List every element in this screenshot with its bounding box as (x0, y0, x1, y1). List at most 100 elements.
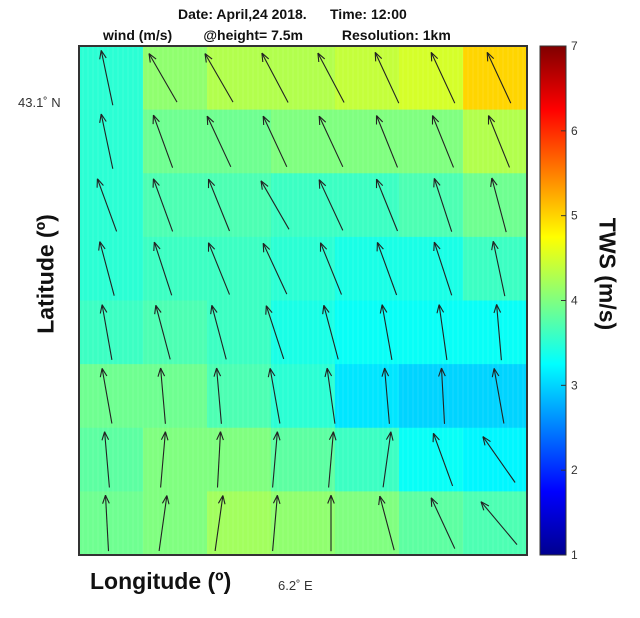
time-text: Time: 12:00 (330, 6, 407, 22)
colorbar-label: TWS (m/s) (594, 217, 621, 331)
heatmap-cell (335, 173, 400, 238)
heatmap-cell (335, 300, 400, 365)
map-frame (78, 45, 528, 556)
heatmap-cell (463, 236, 528, 302)
latitude-tick-label: 43.1˚ N (18, 95, 61, 110)
fine-grid-lines (82, 46, 524, 555)
heatmap-cell (143, 364, 208, 429)
wind-arrow (99, 50, 114, 106)
wind-arrow (379, 304, 393, 360)
wind-arrow (381, 367, 390, 424)
heatmap-cell (271, 46, 336, 111)
heatmap-cell (463, 173, 528, 238)
wind-arrow (99, 368, 113, 424)
wind-arrow (490, 177, 507, 233)
heatmap-cell (463, 427, 528, 492)
heatmap-cell (207, 491, 272, 556)
x-axis-label: Longitude (º) (90, 568, 232, 594)
heatmap-cell (79, 173, 144, 238)
wind-arrow (214, 495, 226, 551)
wind-arrow (262, 115, 288, 168)
heatmap-cell (399, 109, 464, 174)
colorbar-tick-label: 7 (571, 39, 578, 53)
wind-arrow (375, 115, 399, 168)
heatmap-cell (79, 427, 144, 492)
colorbar-tick-label: 5 (571, 209, 578, 223)
wind-arrow (493, 304, 502, 361)
wind-arrow (318, 115, 344, 168)
wind-arrow (480, 501, 518, 545)
wind-arrow (432, 432, 454, 487)
wind-arrow (438, 367, 446, 424)
heatmap-cell (335, 364, 400, 429)
wind-arrow (431, 115, 455, 168)
wind-arrow (487, 115, 511, 168)
wind-arrow (324, 367, 336, 424)
wind-arrow (204, 53, 234, 103)
colorbar-ticks: 1 2 3 4 5 6 7 (561, 39, 578, 562)
colorbar-tick-label: 2 (571, 463, 578, 477)
heatmap-cell (207, 173, 272, 238)
colorbar-tick-label: 6 (571, 124, 578, 138)
heatmap-cell (271, 364, 336, 429)
wind-arrow (430, 52, 456, 104)
subtitle: wind (m/s) @height= 7.5m Resolution: 1km (103, 27, 451, 43)
wind-arrow (491, 240, 506, 297)
wind-arrow (261, 52, 289, 103)
wind-arrow (262, 242, 288, 295)
heatmap-cell (79, 236, 144, 302)
resolution-text: Resolution: 1km (341, 27, 451, 43)
wind-arrow (327, 494, 335, 552)
heatmap-cell (399, 236, 464, 302)
wind-arrow (101, 431, 110, 488)
wind-units-text: wind (m/s) (103, 27, 173, 43)
y-axis-label: Latitude (º) (32, 214, 59, 334)
heatmap-cell (399, 364, 464, 429)
date-time-title: Date: April,24 2018. Time: 12:00 (178, 6, 407, 22)
wind-arrow (153, 241, 173, 296)
heatmap-cell (399, 173, 464, 238)
heatmap-cell (335, 46, 400, 111)
wind-arrow (486, 52, 512, 104)
wind-arrow (433, 178, 453, 232)
heatmap-cell (463, 491, 528, 556)
heatmap-cell (335, 236, 400, 302)
wind-arrow (382, 431, 394, 488)
wind-arrow (160, 431, 169, 488)
wind-arrow (378, 495, 395, 551)
wind-arrow (207, 178, 231, 232)
heatmap-cell (399, 300, 464, 365)
wind-arrow (376, 242, 398, 296)
heatmap-cell (271, 173, 336, 238)
wind-arrow (322, 304, 339, 360)
heatmap-cell (143, 491, 208, 556)
heatmap-cell (399, 427, 464, 492)
colorbar-tick-label: 4 (571, 294, 578, 308)
wind-arrows (96, 50, 518, 552)
wind-arrow (328, 431, 337, 488)
heatmap-cell (271, 109, 336, 174)
wind-arrow (319, 242, 343, 295)
wind-arrow (152, 114, 174, 168)
wind-arrow (482, 436, 516, 483)
colorbar-tick-label: 3 (571, 378, 578, 392)
wind-arrow (98, 241, 115, 296)
heatmap-cell (271, 427, 336, 492)
wind-arrow (317, 52, 345, 103)
wind-arrow (260, 180, 290, 230)
wind-arrow (267, 368, 281, 424)
heatmap-cell (271, 491, 336, 556)
colorbar-tick-label: 1 (571, 548, 578, 562)
wind-arrow (148, 53, 178, 103)
wind-arrow (152, 178, 174, 232)
wind-arrow (207, 242, 231, 295)
date-text: Date: April,24 2018. (178, 6, 307, 22)
wind-arrow (158, 495, 170, 551)
heatmap-cell (207, 364, 272, 429)
wind-arrow (99, 304, 113, 360)
heatmap-cell (207, 300, 272, 365)
heatmap-cell (463, 46, 528, 111)
wind-arrow (318, 179, 344, 231)
heatmap-cell (335, 109, 400, 174)
